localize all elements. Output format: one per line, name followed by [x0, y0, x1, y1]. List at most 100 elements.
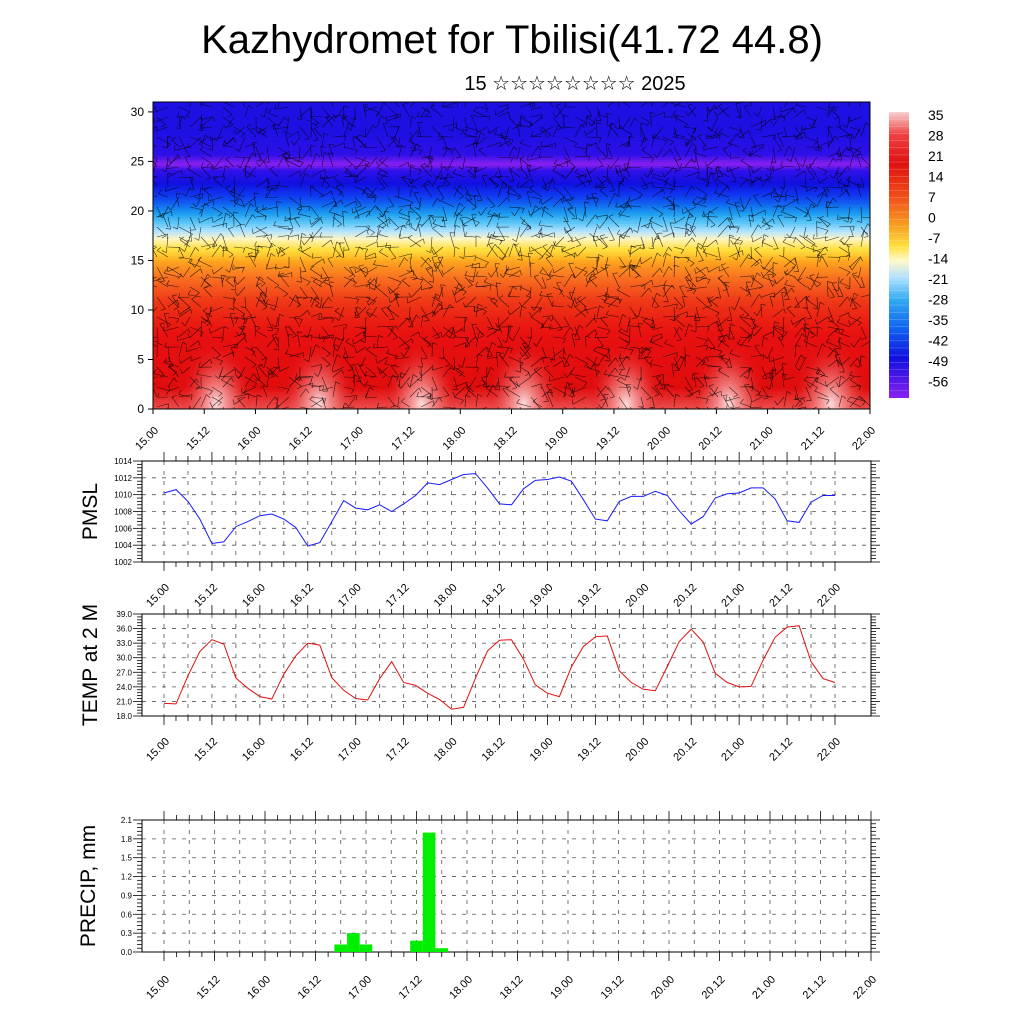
field-band — [153, 220, 870, 223]
wind-barb-flag — [253, 383, 258, 388]
wind-barb — [684, 376, 693, 391]
field-band — [153, 128, 870, 131]
wind-barb-flag — [810, 243, 816, 247]
wind-barb-flag — [693, 128, 697, 134]
wind-barb-flag — [832, 282, 838, 284]
wind-barb — [716, 106, 730, 117]
wind-barb-flag — [692, 198, 696, 203]
wind-barb — [552, 124, 559, 138]
wind-barb-flag — [499, 273, 504, 278]
wind-barb-flag — [454, 297, 457, 303]
wind-barb-flag — [374, 278, 377, 284]
wind-barb — [643, 320, 653, 328]
wind-barb — [189, 117, 201, 128]
wind-barb-flag — [569, 369, 573, 375]
wind-barb-flag — [794, 258, 797, 264]
wind-barb — [471, 214, 477, 228]
wind-barb-flag — [235, 331, 240, 337]
wind-barb-flag — [772, 218, 775, 224]
wind-barb — [222, 145, 235, 148]
wind-barb — [420, 315, 424, 328]
wind-barb — [238, 136, 246, 152]
wind-barb-flag — [271, 187, 276, 192]
wind-barb-flag — [598, 254, 604, 258]
wind-barb-flag — [441, 269, 444, 275]
wind-barb — [188, 262, 202, 268]
wind-barb — [287, 334, 290, 348]
wind-barb — [497, 181, 504, 198]
wind-barb — [288, 352, 304, 358]
wind-barb — [389, 296, 400, 303]
wind-barb — [257, 365, 268, 378]
wind-barb-flag — [827, 281, 833, 284]
wind-barb — [387, 126, 399, 128]
wind-barb — [321, 239, 332, 248]
wind-barb-flag — [451, 365, 455, 370]
colorbar-label: -7 — [928, 230, 941, 246]
wind-barb-flag — [571, 399, 574, 405]
wind-barb — [155, 106, 169, 113]
wind-barb — [595, 336, 609, 339]
wind-barb-flag — [401, 144, 407, 149]
wind-barb-flag — [729, 234, 735, 237]
wind-barb — [233, 126, 245, 135]
wind-barb — [356, 306, 367, 317]
wind-barb — [728, 143, 741, 148]
wind-barb — [553, 245, 565, 248]
wind-barb — [335, 106, 345, 119]
chart-title: Kazhydromet for Tbilisi(41.72 44.8) — [201, 18, 823, 62]
wind-barb — [320, 296, 323, 309]
wind-barb — [464, 186, 472, 200]
wind-barb — [247, 253, 257, 268]
y-tick-label: 36.0 — [116, 625, 132, 634]
wind-barb — [502, 346, 510, 359]
wind-barb — [364, 126, 367, 138]
wind-barb — [763, 266, 774, 277]
wind-barb-flag — [676, 303, 678, 309]
wind-barb — [338, 242, 345, 258]
wind-barb-flag — [261, 357, 267, 361]
wind-barb-flag — [455, 156, 461, 159]
wind-barb — [570, 373, 587, 378]
wind-barb-flag — [752, 275, 754, 281]
wind-barb-flag — [326, 116, 332, 119]
wind-barb — [562, 115, 565, 128]
wind-barb — [238, 366, 246, 379]
wind-barb-flag — [641, 146, 646, 151]
wind-barb-flag — [680, 163, 682, 168]
wind-barb-flag — [722, 394, 728, 397]
wind-barb-flag — [619, 353, 621, 359]
wind-barb — [485, 366, 488, 383]
wind-barb — [546, 392, 554, 408]
wind-barb — [276, 201, 279, 218]
wind-barb — [838, 296, 848, 308]
wind-barb-flag — [784, 286, 788, 292]
wind-barb — [776, 276, 785, 285]
wind-barb — [367, 156, 378, 168]
wind-barb-flag — [315, 296, 320, 301]
wind-barb-flag — [381, 306, 387, 310]
wind-barb-flag — [533, 342, 537, 347]
wind-barb-flag — [707, 326, 710, 332]
wind-barb — [717, 338, 730, 348]
wind-barb-flag — [568, 207, 574, 211]
wind-barb-flag — [674, 97, 676, 102]
wind-barb — [739, 196, 745, 212]
wind-barb-flag — [777, 204, 783, 209]
x-tick-label: 18.12 — [480, 736, 508, 764]
wind-barb — [351, 364, 356, 378]
wind-barb — [563, 216, 572, 231]
warm-cell — [485, 317, 562, 409]
wind-barb — [604, 374, 620, 378]
wind-barb — [644, 357, 653, 368]
wind-barb-flag — [628, 249, 631, 255]
wind-barb-flag — [447, 147, 452, 152]
wind-barb — [640, 116, 651, 123]
wind-barb-flag — [692, 142, 697, 148]
wind-barb-flag — [309, 219, 312, 225]
wind-barb-flag — [291, 335, 297, 338]
wind-barb — [769, 356, 785, 363]
wind-barb-flag — [479, 331, 484, 335]
wind-barb-flag — [177, 309, 180, 315]
